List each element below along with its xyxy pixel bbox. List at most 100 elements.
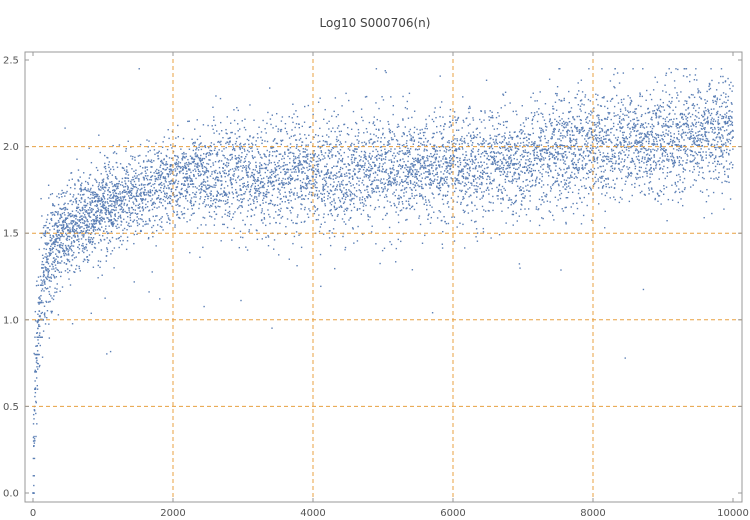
data-point [107, 220, 110, 223]
data-point [70, 220, 73, 222]
data-point [66, 239, 68, 241]
data-point [210, 190, 212, 192]
data-point [55, 267, 57, 269]
data-point [300, 190, 302, 192]
data-point [46, 244, 48, 246]
data-point [404, 180, 406, 183]
data-point [104, 154, 106, 157]
data-point [229, 176, 232, 179]
data-point [430, 164, 432, 166]
data-point [181, 187, 183, 190]
data-point [40, 300, 43, 302]
data-point [419, 132, 422, 134]
data-point [473, 192, 475, 194]
data-point [96, 195, 98, 197]
data-point [435, 167, 437, 169]
data-point [389, 181, 392, 183]
data-point [299, 161, 301, 163]
data-point [319, 253, 322, 256]
data-point [303, 187, 305, 189]
data-point [189, 183, 192, 185]
data-point [304, 151, 306, 153]
data-point [409, 170, 411, 172]
data-point [322, 189, 325, 192]
data-point [392, 193, 394, 195]
data-point [116, 178, 118, 180]
data-point [159, 166, 161, 168]
data-point [126, 185, 129, 187]
data-point [301, 164, 303, 166]
data-point [210, 194, 212, 196]
data-point [398, 203, 400, 205]
data-point [347, 156, 349, 158]
data-point [253, 119, 255, 121]
data-point [125, 148, 127, 150]
data-point [66, 225, 68, 228]
data-point [417, 159, 419, 162]
data-point [292, 242, 294, 245]
data-point [183, 153, 185, 155]
data-point [137, 207, 139, 209]
data-point [215, 198, 217, 200]
data-point [122, 229, 124, 231]
data-point [97, 169, 99, 172]
data-point [56, 235, 58, 238]
data-point [87, 183, 90, 185]
data-point [416, 178, 419, 180]
data-point [494, 143, 496, 145]
data-point [60, 242, 62, 244]
data-point [471, 175, 474, 177]
data-point [402, 164, 404, 167]
data-point [104, 165, 107, 168]
data-point [467, 212, 470, 214]
data-point [482, 227, 485, 230]
data-point [62, 249, 65, 251]
data-point [405, 191, 408, 193]
data-point [180, 166, 182, 168]
data-point [274, 176, 277, 178]
data-point [166, 192, 168, 195]
data-point [293, 161, 295, 164]
data-point [251, 184, 253, 187]
data-point [94, 191, 97, 194]
data-point [348, 172, 350, 175]
data-point [269, 118, 272, 120]
data-point [110, 197, 112, 200]
data-point [451, 183, 453, 185]
data-point [299, 160, 301, 162]
data-point [73, 231, 76, 234]
data-point [204, 145, 206, 147]
data-point [199, 135, 201, 138]
data-point [235, 181, 238, 184]
data-point [384, 187, 386, 190]
data-point [310, 157, 312, 159]
data-point [61, 234, 63, 236]
data-point [487, 155, 490, 157]
data-point [425, 176, 427, 178]
data-point [349, 173, 351, 175]
data-point [340, 130, 343, 133]
data-point [215, 184, 217, 187]
data-point [262, 222, 264, 224]
data-point [208, 187, 210, 189]
data-point [341, 183, 343, 185]
data-point [188, 161, 190, 164]
data-point [230, 153, 232, 156]
data-point [200, 154, 202, 157]
data-point [128, 191, 130, 193]
data-point [419, 154, 421, 157]
data-point [116, 182, 118, 185]
data-point [396, 206, 398, 209]
data-point [334, 219, 336, 221]
data-point [272, 146, 274, 148]
data-point [154, 189, 157, 192]
data-point [206, 193, 208, 196]
data-point [383, 206, 386, 209]
data-point [419, 168, 421, 170]
data-point [268, 177, 270, 179]
data-point [173, 174, 175, 176]
data-point [157, 176, 160, 179]
data-point [121, 243, 123, 246]
data-point [142, 184, 145, 186]
data-point [397, 214, 400, 216]
